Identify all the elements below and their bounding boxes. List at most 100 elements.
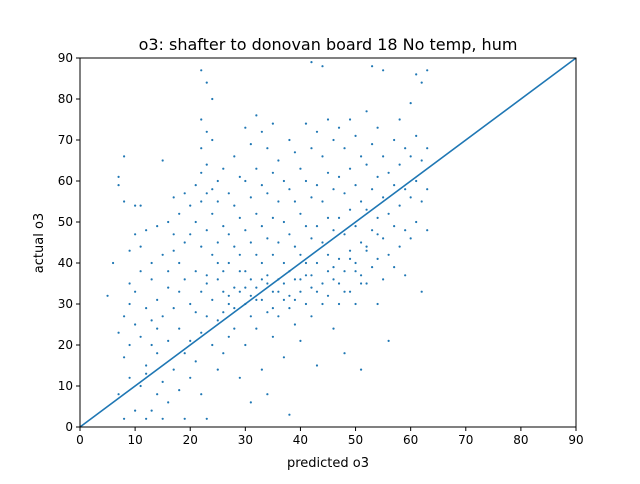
y-tick-label: 0: [65, 420, 73, 434]
scatter-point: [332, 327, 335, 330]
scatter-point: [227, 261, 230, 265]
scatter-point: [216, 179, 219, 183]
scatter-point: [117, 331, 120, 334]
scatter-point: [315, 364, 319, 367]
y-tick-label: 20: [58, 338, 73, 352]
scatter-point: [326, 253, 330, 256]
scatter-point: [398, 204, 401, 207]
scatter-point: [282, 282, 286, 285]
scatter-point: [145, 417, 148, 420]
scatter-point: [216, 319, 219, 322]
scatter-point: [387, 339, 390, 342]
scatter-point: [167, 220, 170, 224]
scatter-point: [304, 261, 308, 265]
scatter-point: [266, 237, 269, 240]
scatter-point: [382, 155, 385, 158]
x-tick-label: 30: [238, 433, 253, 447]
y-tick-label: 10: [58, 379, 73, 393]
scatter-point: [370, 229, 374, 232]
scatter-point: [117, 184, 120, 187]
scatter-point: [183, 352, 186, 355]
scatter-point: [266, 393, 269, 396]
scatter-point: [376, 257, 379, 260]
scatter-point: [194, 360, 197, 363]
scatter-point: [277, 159, 280, 162]
scatter-point: [216, 368, 219, 371]
scatter-point: [161, 253, 164, 256]
scatter-point: [321, 200, 324, 203]
scatter-point: [271, 307, 274, 310]
scatter-point: [178, 212, 181, 215]
scatter-point: [249, 294, 252, 297]
reference-line-layer: [79, 57, 577, 428]
scatter-point: [293, 323, 297, 326]
x-axis-label: predicted o3: [287, 456, 369, 471]
scatter-point: [189, 204, 192, 207]
scatter-point: [359, 155, 363, 158]
scatter-point: [194, 311, 197, 314]
scatter-point: [398, 163, 401, 166]
scatter-point: [183, 417, 186, 420]
scatter-point: [376, 126, 379, 129]
y-tick-label: 70: [58, 133, 73, 147]
scatter-point: [156, 327, 159, 330]
scatter-point: [238, 290, 241, 293]
scatter-point: [321, 155, 324, 158]
scatter-point: [415, 73, 418, 76]
scatter-point: [139, 384, 142, 388]
scatter-point: [299, 290, 302, 293]
scatter-point: [233, 307, 236, 310]
scatter-point: [404, 229, 407, 232]
scatter-point: [326, 118, 330, 121]
scatter-point: [139, 270, 142, 273]
scatter-point: [134, 290, 137, 293]
y-tick-label: 80: [58, 92, 73, 106]
scatter-point: [348, 290, 352, 293]
scatter-point: [216, 241, 219, 244]
scatter-point: [211, 212, 214, 215]
scatter-point: [337, 126, 341, 129]
scatter-point: [409, 196, 412, 199]
scatter-point: [167, 401, 170, 404]
scatter-point: [277, 200, 280, 203]
y-axis-label: actual o3: [32, 213, 47, 273]
scatter-point: [111, 261, 115, 265]
scatter-point: [139, 245, 142, 248]
scatter-point: [194, 184, 197, 187]
scatter-point: [354, 270, 357, 273]
scatter-point: [205, 274, 208, 277]
scatter-point: [227, 294, 230, 297]
scatter-point: [354, 261, 357, 265]
scatter-point: [293, 151, 297, 154]
scatter-point: [260, 225, 263, 228]
scatter-point: [288, 307, 291, 310]
scatter-point: [249, 241, 252, 244]
scatter-point: [249, 315, 252, 318]
scatter-point: [365, 110, 368, 113]
scatter-points: [106, 61, 429, 420]
scatter-point: [299, 167, 302, 170]
scatter-point: [404, 147, 407, 150]
scatter-point: [404, 274, 407, 277]
scatter-point: [255, 253, 258, 256]
scatter-point: [145, 372, 148, 375]
scatter-point: [326, 216, 330, 219]
scatter-point: [200, 147, 203, 150]
scatter-point: [211, 138, 214, 142]
scatter-point: [200, 171, 203, 174]
scatter-point: [227, 335, 230, 338]
scatter-point: [393, 266, 396, 269]
scatter-point: [183, 278, 186, 281]
scatter-point: [211, 97, 214, 101]
scatter-point: [122, 200, 126, 203]
reference-line: [79, 57, 577, 428]
scatter-point: [211, 188, 214, 191]
scatter-point: [205, 81, 208, 84]
scatter-point: [387, 171, 390, 174]
scatter-point: [310, 274, 313, 277]
scatter-point: [260, 184, 263, 187]
scatter-point: [420, 81, 423, 84]
scatter-point: [321, 282, 324, 285]
scatter-point: [288, 233, 291, 236]
scatter-point: [145, 364, 148, 367]
